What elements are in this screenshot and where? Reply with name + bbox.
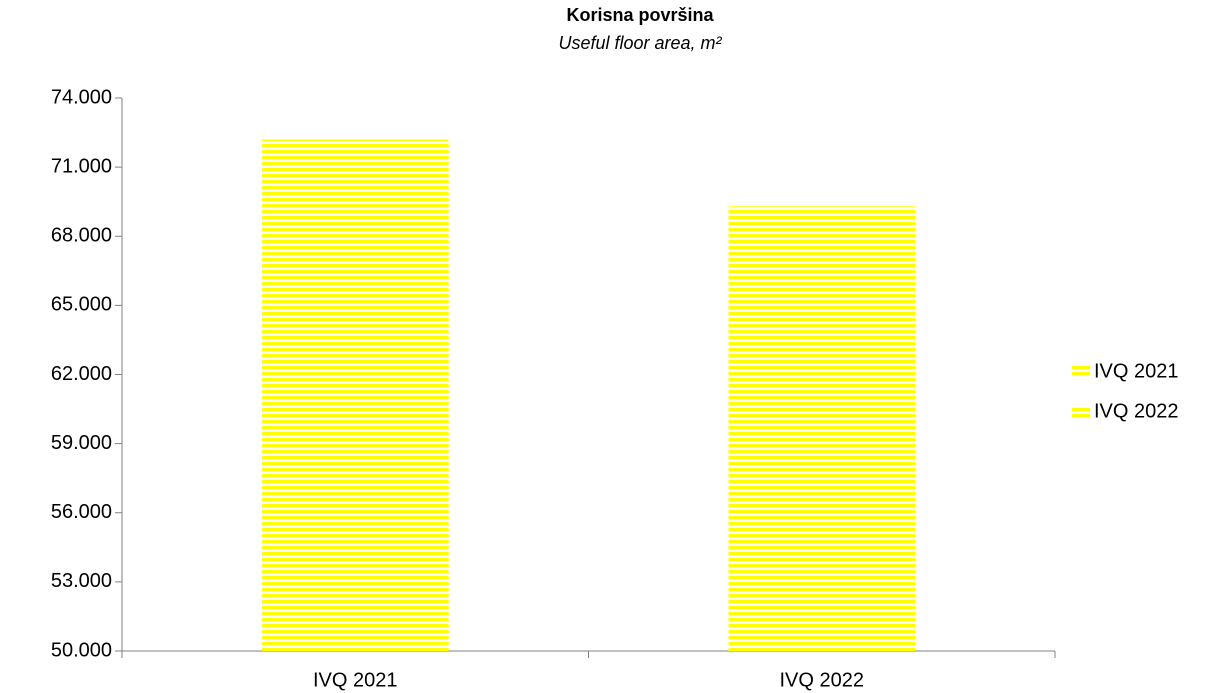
- x-tick-label: IVQ 2021: [313, 669, 398, 691]
- y-tick-label: 68.000: [51, 225, 112, 247]
- y-tick-label: 71.000: [51, 155, 112, 177]
- x-tick-label: IVQ 2022: [779, 669, 864, 691]
- bar: [728, 206, 916, 651]
- legend-swatch: [1072, 366, 1090, 378]
- legend-label: IVQ 2022: [1094, 400, 1179, 422]
- legend-swatch: [1072, 406, 1090, 418]
- y-tick-label: 50.000: [51, 639, 112, 661]
- y-tick-label: 56.000: [51, 501, 112, 523]
- y-tick-label: 74.000: [51, 86, 112, 108]
- bar: [261, 139, 449, 651]
- y-tick-label: 53.000: [51, 570, 112, 592]
- y-tick-label: 65.000: [51, 294, 112, 316]
- y-tick-label: 59.000: [51, 432, 112, 454]
- legend-label: IVQ 2021: [1094, 360, 1179, 382]
- y-tick-label: 62.000: [51, 363, 112, 385]
- chart-title: Korisna površina: [566, 5, 714, 25]
- chart-subtitle: Useful floor area, m²: [558, 33, 722, 53]
